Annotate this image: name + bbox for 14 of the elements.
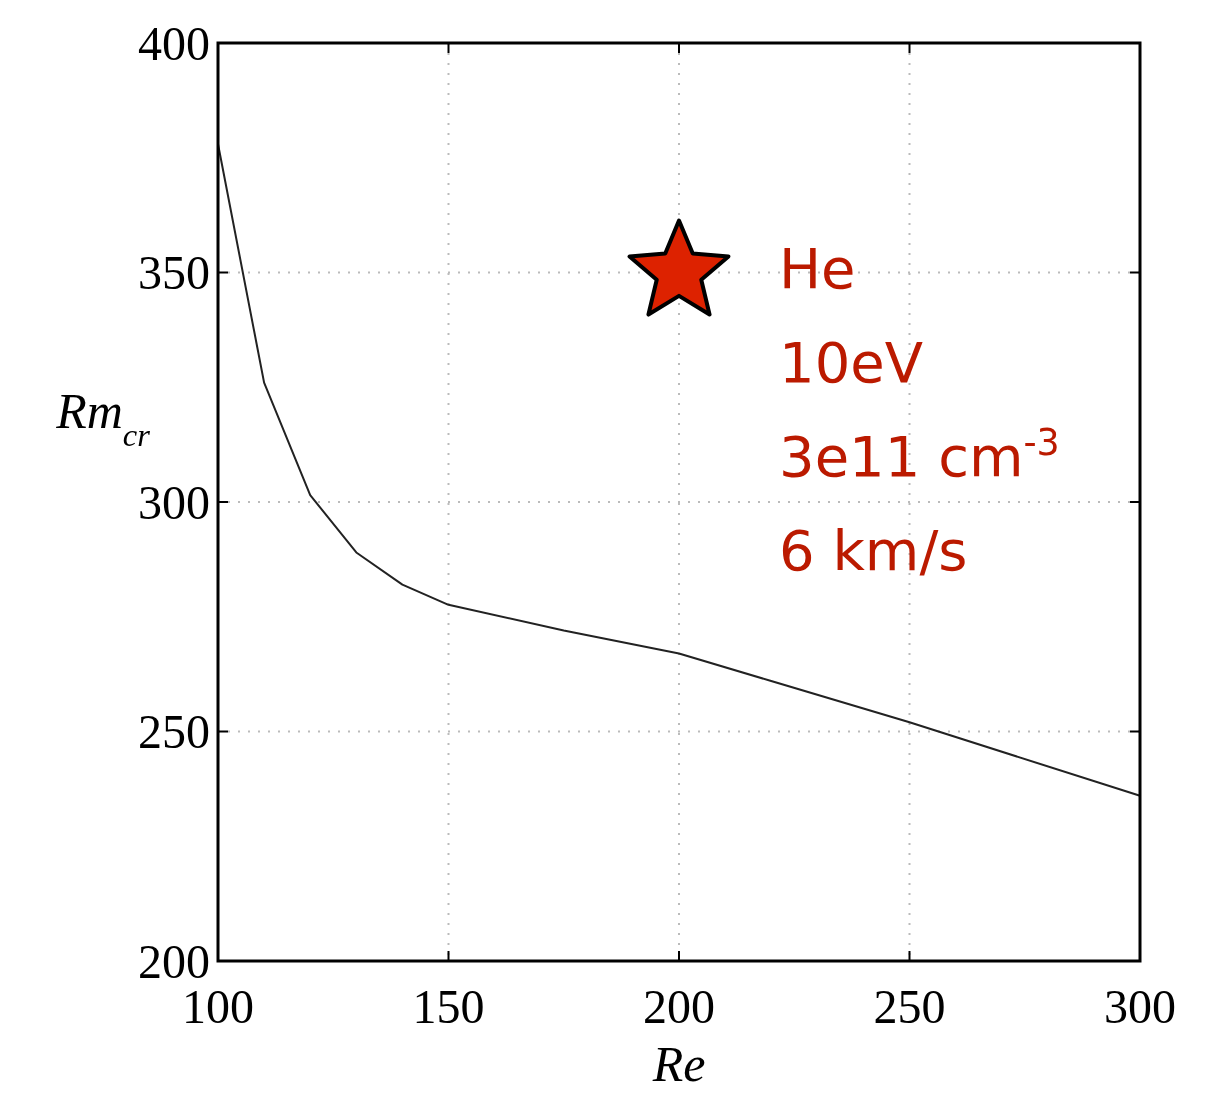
x-tick-label: 300: [1104, 980, 1176, 1033]
y-axis-title: Rm$_{cr}$: [55, 383, 151, 453]
x-tick-label: 150: [412, 980, 485, 1033]
x-tick-label: 200: [643, 980, 715, 1033]
y-tick-label: 250: [138, 705, 210, 759]
x-tick-label: 250: [873, 980, 946, 1033]
annotation: He: [779, 235, 856, 301]
annotation: 3e11 cm$^{-3}$: [779, 420, 1060, 489]
x-axis-title: Re: [651, 1036, 706, 1092]
y-tick-label: 350: [138, 246, 210, 300]
y-tick-label: 300: [138, 475, 210, 529]
annotation: 6 km/s: [779, 517, 968, 583]
y-tick-label: 400: [138, 16, 210, 70]
annotation: 10eV: [779, 329, 924, 395]
